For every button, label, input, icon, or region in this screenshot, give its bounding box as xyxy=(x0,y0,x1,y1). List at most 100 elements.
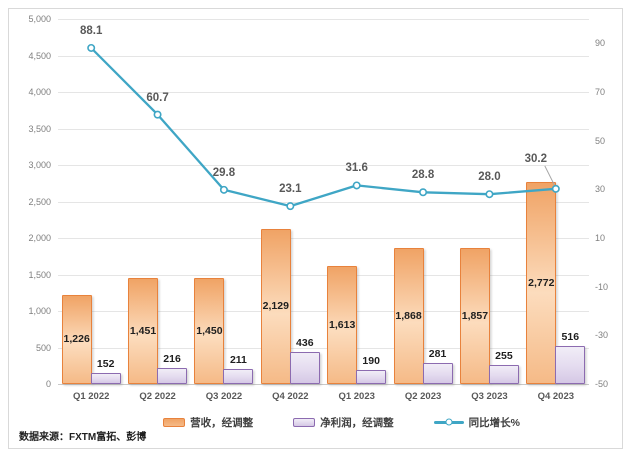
secondary-axis-tick: 70 xyxy=(595,87,606,97)
gridline xyxy=(58,128,589,130)
primary-axis-tick: 2,000 xyxy=(28,233,51,243)
source-note: 数据来源：FXTM富拓、彭博 xyxy=(19,432,147,443)
primary-axis-tick: 3,000 xyxy=(28,160,51,170)
x-axis-line xyxy=(58,384,589,385)
category-label: Q2 2023 xyxy=(404,391,442,402)
gridline xyxy=(58,165,589,166)
growth-line-marker xyxy=(286,202,295,211)
category-label: Q4 2022 xyxy=(272,391,309,402)
secondary-y-axis: 90 70 50 30 10 -10 -30 -50 xyxy=(595,19,621,389)
secondary-axis-tick: -10 xyxy=(595,281,609,292)
net-profit-bar xyxy=(223,368,254,384)
gridline xyxy=(58,311,589,312)
net-profit-bar-value-label: 255 xyxy=(495,350,513,363)
growth-line-marker xyxy=(419,188,428,197)
growth-line-marker xyxy=(87,43,96,52)
primary-axis-tick: 500 xyxy=(35,342,51,353)
growth-line xyxy=(87,43,560,211)
revenue-bar-value-label: 1,868 xyxy=(395,309,422,322)
growth-point-label: 28.8 xyxy=(411,169,435,182)
net-profit-bar-value-label: 190 xyxy=(362,355,380,368)
revenue-bar-value-label: 1,226 xyxy=(63,333,90,346)
net-profit-bar xyxy=(555,346,586,384)
net-profit-bar-value-label: 211 xyxy=(229,353,247,366)
revenue-bar xyxy=(194,278,225,384)
gridline xyxy=(58,201,589,203)
plot-area: 1,226 1,451 1,450 2,129 1,613 1,868 1,857 2,772… xyxy=(58,19,589,402)
chart-legend: 营收，经调整 净利润，经调整 同比增长% xyxy=(9,413,622,431)
gridline xyxy=(58,238,589,239)
growth-line-marker xyxy=(352,181,361,190)
secondary-axis-tick: -50 xyxy=(595,379,609,389)
legend-item-growth: 同比增长% xyxy=(433,415,520,430)
legend-item-revenue: 营收，经调整 xyxy=(163,415,253,430)
gridline xyxy=(58,347,589,349)
revenue-bar-value-label: 1,613 xyxy=(329,319,356,332)
primary-axis-tick: 3,500 xyxy=(28,123,51,134)
primary-axis-tick: 2,500 xyxy=(28,196,51,207)
revenue-bar-value-label: 1,451 xyxy=(129,325,157,338)
growth-point-label: 23.1 xyxy=(279,183,302,196)
primary-axis-tick: 1,500 xyxy=(28,269,51,280)
revenue-bar-value-label: 1,450 xyxy=(196,325,223,338)
revenue-bar xyxy=(128,278,159,384)
label-leader-line xyxy=(544,165,556,187)
primary-axis-tick: 0 xyxy=(45,379,51,389)
secondary-axis-tick: 30 xyxy=(595,184,606,195)
category-label: Q1 2022 xyxy=(72,391,110,402)
revenue-bar xyxy=(61,294,92,384)
growth-line-marker xyxy=(551,184,560,193)
gridline xyxy=(58,92,589,93)
net-profit-bar xyxy=(157,368,188,384)
net-profit-bar xyxy=(422,363,453,384)
legend-label: 同比增长% xyxy=(468,416,520,429)
growth-point-label: 29.8 xyxy=(212,166,236,179)
category-label: Q3 2022 xyxy=(205,391,243,402)
primary-axis-tick: 5,000 xyxy=(28,14,51,24)
growth-point-label: 28.0 xyxy=(478,171,501,184)
legend-label: 营收，经调整 xyxy=(190,416,254,429)
x-axis-labels: Q1 2022 Q2 2022 Q3 2022 Q4 2022 Q1 2023 Q2 20… xyxy=(58,391,589,405)
revenue-bar-value-label: 1,857 xyxy=(461,310,489,323)
growth-point-label: 30.2 xyxy=(524,152,548,165)
growth-line-marker xyxy=(153,110,162,119)
revenue-bar xyxy=(459,248,490,384)
net-profit-bar-value-label: 152 xyxy=(96,357,115,370)
growth-point-label: 88.1 xyxy=(79,24,103,37)
revenue-bar-value-label: 2,129 xyxy=(262,300,289,313)
gridline xyxy=(58,19,589,20)
growth-line-marker xyxy=(219,185,228,194)
primary-y-axis: 5,000 4,500 4,000 3,500 3,000 2,500 2,000 1,500… xyxy=(11,14,53,389)
primary-axis-tick: 4,500 xyxy=(28,50,51,61)
gridline xyxy=(58,55,589,57)
chart-frame: 5,000 4,500 4,000 3,500 3,000 2,500 2,000 1,500… xyxy=(8,8,623,449)
legend-item-net-profit: 净利润，经调整 xyxy=(293,415,394,430)
net-profit-bar-value-label: 281 xyxy=(428,348,447,361)
revenue-bar xyxy=(327,266,358,384)
net-profit-bar-value-label: 436 xyxy=(296,337,314,350)
net-profit-bar-value-label: 516 xyxy=(561,331,580,344)
legend-label: 净利润，经调整 xyxy=(320,416,394,429)
primary-axis-tick: 4,000 xyxy=(28,87,51,97)
growth-line-marker xyxy=(485,190,494,199)
growth-legend-marker-icon xyxy=(445,418,453,426)
net-profit-bar xyxy=(356,370,387,384)
category-label: Q3 2023 xyxy=(471,391,508,402)
net-profit-bar xyxy=(90,372,121,384)
net-profit-bar xyxy=(488,365,519,384)
revenue-legend-swatch-icon xyxy=(163,417,186,427)
growth-point-label: 60.7 xyxy=(146,91,169,104)
secondary-axis-tick: 50 xyxy=(595,135,606,146)
secondary-axis-tick: -30 xyxy=(595,330,609,341)
category-label: Q4 2023 xyxy=(537,391,575,402)
category-label: Q2 2022 xyxy=(139,391,176,402)
revenue-bar-value-label: 2,772 xyxy=(528,276,555,289)
growth-point-label: 31.6 xyxy=(345,162,368,175)
net-profit-bar-value-label: 216 xyxy=(163,353,181,366)
primary-axis-tick: 1,000 xyxy=(28,306,51,316)
growth-legend-line-icon xyxy=(433,418,464,426)
secondary-axis-tick: 90 xyxy=(595,38,606,49)
revenue-bar xyxy=(260,228,291,384)
net-profit-bar xyxy=(289,352,320,384)
revenue-bar xyxy=(526,181,557,384)
